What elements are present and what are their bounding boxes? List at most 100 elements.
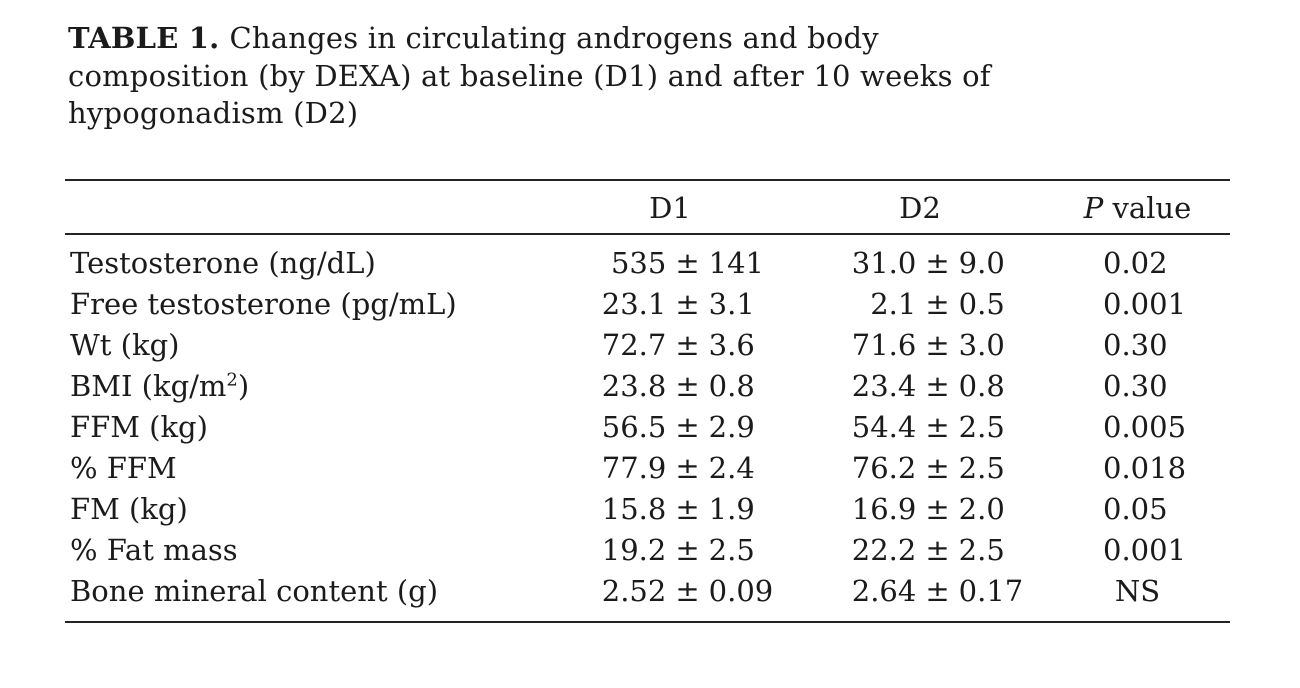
d1-value-cell: 77.9 ±2.4 (490, 448, 780, 489)
d2-mean: 31.0 (851, 246, 917, 280)
plus-minus-sign: ± (925, 574, 950, 608)
table-row: BMI (kg/m2) 23.8 ±0.8 23.4 ±0.8 0.30 (65, 366, 1230, 407)
row-label-text: FFM (kg) (70, 410, 208, 444)
table-row: % Fat mass 19.2 ±2.5 22.2 ±2.5 0.001 (65, 530, 1230, 571)
table-row: FFM (kg) 56.5 ±2.9 54.4 ±2.5 0.005 (65, 407, 1230, 448)
d2-sd: 2.5 (958, 451, 1005, 485)
p-value-cell: 0.001 (1103, 287, 1187, 321)
d2-value-cell: 76.2 ±2.5 (780, 448, 1045, 489)
row-label: BMI (kg/m2) (65, 366, 490, 407)
plus-minus-sign: ± (925, 369, 950, 403)
row-label-text: BMI (kg/m (70, 369, 227, 403)
plus-minus-sign: ± (925, 246, 950, 280)
caption-text-1: Changes in circulating androgens and bod… (229, 21, 879, 55)
row-label: Bone mineral content (g) (65, 571, 490, 612)
d2-sd: 0.8 (958, 369, 1005, 403)
p-value-cell: 0.30 (1103, 369, 1168, 403)
d2-sd: 2.5 (958, 533, 1005, 567)
p-value-cell: NS (1114, 574, 1161, 608)
row-label: % FFM (65, 448, 490, 489)
d2-sd: 2.5 (958, 410, 1005, 444)
plus-minus-sign: ± (675, 574, 700, 608)
d1-sd: 3.1 (708, 287, 755, 321)
plus-minus-sign: ± (925, 410, 950, 444)
row-label: Free testosterone (pg/mL) (65, 284, 490, 325)
row-label-text: FM (kg) (70, 492, 188, 526)
d1-mean: 2.52 (601, 574, 667, 608)
col-header-pvalue: P value (1045, 191, 1230, 225)
d2-sd: 3.0 (958, 328, 1005, 362)
d1-mean: 535 (610, 246, 667, 280)
d1-sd: 3.6 (708, 328, 755, 362)
d2-value-cell: 2.1 ±0.5 (780, 284, 1045, 325)
d2-mean: 22.2 (851, 533, 917, 567)
plus-minus-sign: ± (925, 451, 950, 485)
table-row: % FFM 77.9 ±2.4 76.2 ±2.5 0.018 (65, 448, 1230, 489)
d1-sd: 0.8 (708, 369, 755, 403)
plus-minus-sign: ± (925, 328, 950, 362)
plus-minus-sign: ± (675, 492, 700, 526)
d2-value-cell: 71.6 ±3.0 (780, 325, 1045, 366)
data-table: D1 D2 P value Testosterone (ng/dL) 535 ±1… (65, 179, 1230, 623)
d1-value-cell: 535 ±141 (490, 243, 780, 284)
plus-minus-sign: ± (925, 492, 950, 526)
d1-value-cell: 23.1 ±3.1 (490, 284, 780, 325)
d1-mean: 77.9 (601, 451, 667, 485)
caption-line-1: TABLE 1. Changes in circulating androgens… (68, 20, 1208, 58)
d1-sd: 141 (708, 246, 765, 280)
d1-value-cell: 15.8 ±1.9 (490, 489, 780, 530)
d1-value-cell: 19.2 ±2.5 (490, 530, 780, 571)
d2-value-cell: 16.9 ±2.0 (780, 489, 1045, 530)
d1-value-cell: 2.52 ±0.09 (490, 571, 780, 612)
d2-mean: 71.6 (851, 328, 917, 362)
p-value-cell: 0.018 (1103, 451, 1187, 485)
table-header-row: D1 D2 P value (65, 179, 1230, 235)
p-value-cell: 0.30 (1103, 328, 1168, 362)
d1-value-cell: 23.8 ±0.8 (490, 366, 780, 407)
d2-mean: 2.1 (870, 287, 917, 321)
table-row: FM (kg) 15.8 ±1.9 16.9 ±2.0 0.05 (65, 489, 1230, 530)
row-label-text: Testosterone (ng/dL) (70, 246, 376, 280)
plus-minus-sign: ± (675, 451, 700, 485)
row-label: % Fat mass (65, 530, 490, 571)
d2-mean: 2.64 (851, 574, 917, 608)
d1-sd: 2.9 (708, 410, 755, 444)
row-label-superscript: 2 (226, 369, 238, 391)
row-label-text: Free testosterone (pg/mL) (70, 287, 457, 321)
table-body: Testosterone (ng/dL) 535 ±141 31.0 ±9.0 0.… (65, 235, 1230, 623)
d1-mean: 19.2 (601, 533, 667, 567)
plus-minus-sign: ± (675, 533, 700, 567)
caption-line-2: composition (by DEXA) at baseline (D1) a… (68, 58, 991, 93)
plus-minus-sign: ± (675, 246, 700, 280)
table-number: TABLE 1. (68, 21, 220, 55)
p-value-cell: 0.001 (1103, 533, 1187, 567)
p-italic: P (1083, 191, 1104, 225)
d1-mean: 23.1 (601, 287, 667, 321)
row-label: FFM (kg) (65, 407, 490, 448)
d2-mean: 76.2 (851, 451, 917, 485)
row-label-text: % Fat mass (70, 533, 238, 567)
d1-sd: 2.5 (708, 533, 755, 567)
col-header-d2: D2 (899, 191, 941, 225)
caption-line-3: hypogonadism (D2) (68, 96, 359, 130)
row-label-end: ) (237, 369, 250, 403)
d1-mean: 15.8 (601, 492, 667, 526)
row-label: Wt (kg) (65, 325, 490, 366)
plus-minus-sign: ± (925, 287, 950, 321)
d1-sd: 1.9 (708, 492, 755, 526)
row-label: FM (kg) (65, 489, 490, 530)
d1-mean: 56.5 (601, 410, 667, 444)
table-row: Free testosterone (pg/mL) 23.1 ±3.1 2.1 ±0… (65, 284, 1230, 325)
d2-value-cell: 22.2 ±2.5 (780, 530, 1045, 571)
p-value-cell: 0.005 (1103, 410, 1187, 444)
table-row: Testosterone (ng/dL) 535 ±141 31.0 ±9.0 0.… (65, 243, 1230, 284)
d2-sd: 0.5 (958, 287, 1005, 321)
row-label-text: Bone mineral content (g) (70, 574, 439, 608)
d2-sd: 0.17 (958, 574, 1024, 608)
d2-value-cell: 2.64 ±0.17 (780, 571, 1045, 612)
row-label-text: Wt (kg) (70, 328, 180, 362)
d2-value-cell: 23.4 ±0.8 (780, 366, 1045, 407)
d1-mean: 72.7 (601, 328, 667, 362)
row-label: Testosterone (ng/dL) (65, 243, 490, 284)
d2-sd: 9.0 (958, 246, 1005, 280)
